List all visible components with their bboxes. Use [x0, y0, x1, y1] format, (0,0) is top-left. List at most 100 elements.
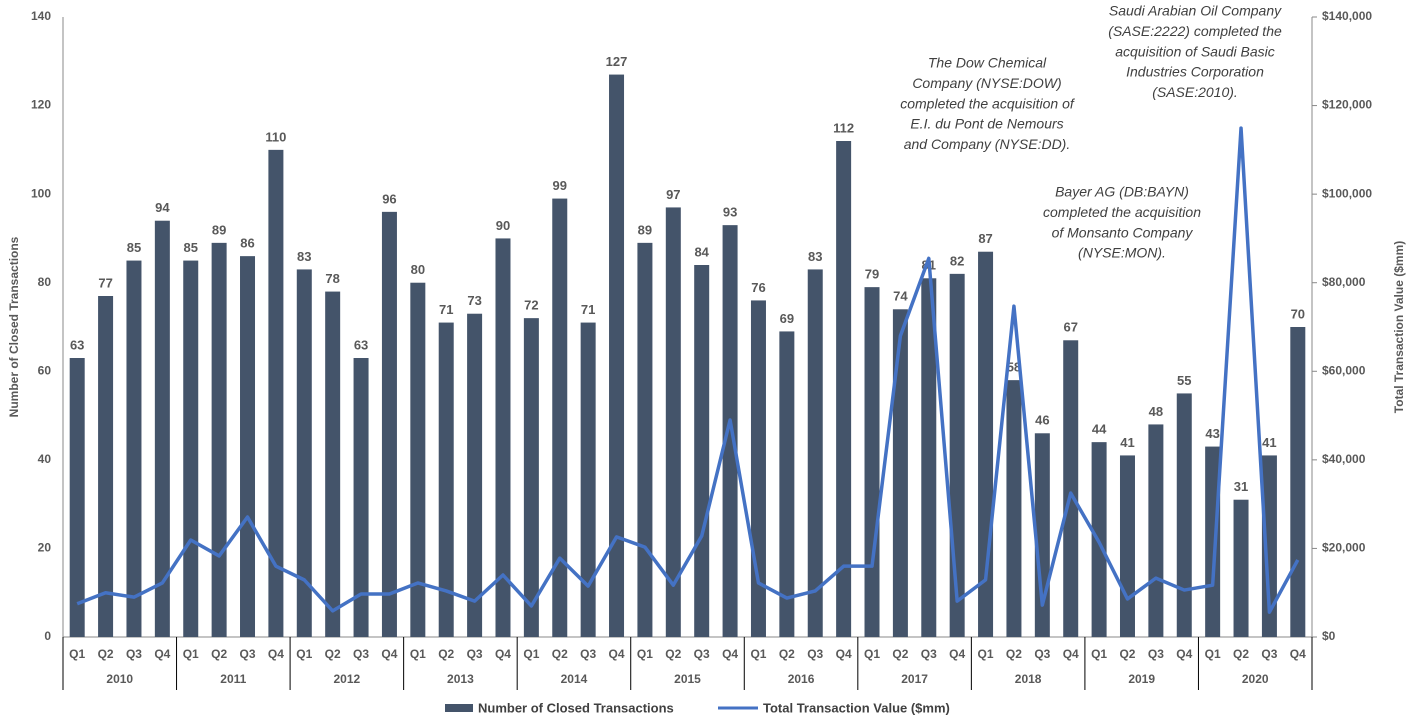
data-label: 76 [751, 280, 765, 295]
group-label: 2020 [1242, 672, 1269, 686]
x-tick-label: Q1 [1091, 647, 1107, 661]
data-label: 96 [382, 191, 396, 206]
bar [637, 242, 653, 637]
legend-swatch [445, 704, 473, 712]
bar [69, 358, 85, 637]
x-tick-label: Q1 [523, 647, 539, 661]
y2-tick-label: $140,000 [1322, 9, 1372, 23]
x-tick-label: Q1 [69, 647, 85, 661]
x-tick-label: Q3 [921, 647, 937, 661]
x-tick-label: Q4 [1063, 647, 1079, 661]
y-tick-label: 140 [31, 9, 51, 23]
bar [325, 291, 341, 637]
group-label: 2015 [674, 672, 701, 686]
data-label: 80 [411, 262, 425, 277]
data-label: 69 [780, 311, 794, 326]
annotation: Bayer AG (DB:BAYN) [1055, 184, 1189, 200]
annotation: Industries Corporation [1126, 64, 1264, 80]
y-tick-label: 60 [38, 363, 52, 377]
data-label: 67 [1063, 320, 1077, 335]
group-label: 2013 [447, 672, 474, 686]
data-label: 83 [297, 249, 311, 264]
x-tick-label: Q2 [665, 647, 681, 661]
bar [1290, 327, 1306, 637]
data-label: 89 [638, 222, 652, 237]
data-label: 48 [1149, 404, 1163, 419]
data-label: 43 [1205, 426, 1219, 441]
annotation: (SASE:2010). [1152, 84, 1238, 100]
bar [410, 282, 426, 637]
x-tick-label: Q3 [580, 647, 596, 661]
line [76, 126, 1300, 614]
x-tick-label: Q3 [126, 647, 142, 661]
annotation: (NYSE:MON). [1078, 245, 1166, 261]
bar [1006, 380, 1022, 637]
bar [552, 198, 568, 638]
y-tick-label: 120 [31, 98, 51, 112]
y2-tick-label: $80,000 [1322, 275, 1366, 289]
bar [1205, 446, 1221, 637]
data-label: 78 [325, 271, 339, 286]
bar [523, 318, 539, 637]
data-label: 112 [833, 120, 854, 135]
x-tick-label: Q4 [268, 647, 284, 661]
annotation: (SASE:2222) completed the [1108, 23, 1282, 39]
bar [1063, 340, 1079, 637]
annotation: Saudi Arabian Oil Company [1109, 3, 1282, 19]
bar [98, 296, 114, 637]
data-label: 46 [1035, 413, 1049, 428]
x-tick-label: Q3 [1034, 647, 1050, 661]
data-label: 83 [808, 249, 822, 264]
x-tick-label: Q2 [438, 647, 454, 661]
x-tick-label: Q4 [154, 647, 170, 661]
data-label: 70 [1291, 306, 1305, 321]
y2-tick-label: $60,000 [1322, 363, 1366, 377]
y-tick-label: 80 [38, 275, 52, 289]
y2-axis-label: Total Transaction Value ($mm) [1392, 241, 1406, 414]
bar [1148, 424, 1164, 637]
data-label: 82 [950, 253, 964, 268]
group-label: 2014 [561, 672, 588, 686]
x-tick-label: Q1 [864, 647, 880, 661]
data-label: 58 [1007, 360, 1021, 375]
y2-tick-label: $120,000 [1322, 98, 1372, 112]
data-label: 63 [70, 337, 84, 352]
x-tick-label: Q4 [495, 647, 511, 661]
x-tick-label: Q3 [807, 647, 823, 661]
y2-tick-label: $100,000 [1322, 186, 1372, 200]
x-tick-label: Q1 [750, 647, 766, 661]
x-tick-label: Q1 [978, 647, 994, 661]
data-label: 87 [978, 231, 992, 246]
bar [580, 322, 596, 637]
data-label: 93 [723, 205, 737, 220]
x-tick-label: Q3 [353, 647, 369, 661]
x-tick-label: Q1 [296, 647, 312, 661]
data-label: 71 [581, 302, 595, 317]
data-label: 90 [496, 218, 510, 233]
bar [381, 211, 397, 637]
data-label: 85 [184, 240, 198, 255]
bar [353, 358, 369, 637]
annotation: and Company (NYSE:DD). [904, 136, 1071, 152]
data-label: 73 [467, 293, 481, 308]
data-label: 84 [694, 244, 709, 259]
y-tick-label: 0 [44, 629, 51, 643]
data-label: 86 [240, 236, 254, 251]
data-label: 71 [439, 302, 453, 317]
bar [892, 309, 908, 637]
bar [1176, 393, 1192, 637]
group-label: 2011 [220, 672, 246, 686]
data-label: 97 [666, 187, 680, 202]
x-tick-label: Q3 [467, 647, 483, 661]
data-label: 110 [265, 129, 286, 144]
group-label: 2016 [788, 672, 815, 686]
data-label: 85 [127, 240, 141, 255]
bar [921, 278, 937, 637]
bar [154, 220, 170, 637]
data-label: 63 [354, 337, 368, 352]
x-tick-label: Q2 [779, 647, 795, 661]
group-label: 2019 [1128, 672, 1155, 686]
bar [211, 242, 227, 637]
data-label: 99 [553, 178, 567, 193]
group-label: 2012 [334, 672, 361, 686]
